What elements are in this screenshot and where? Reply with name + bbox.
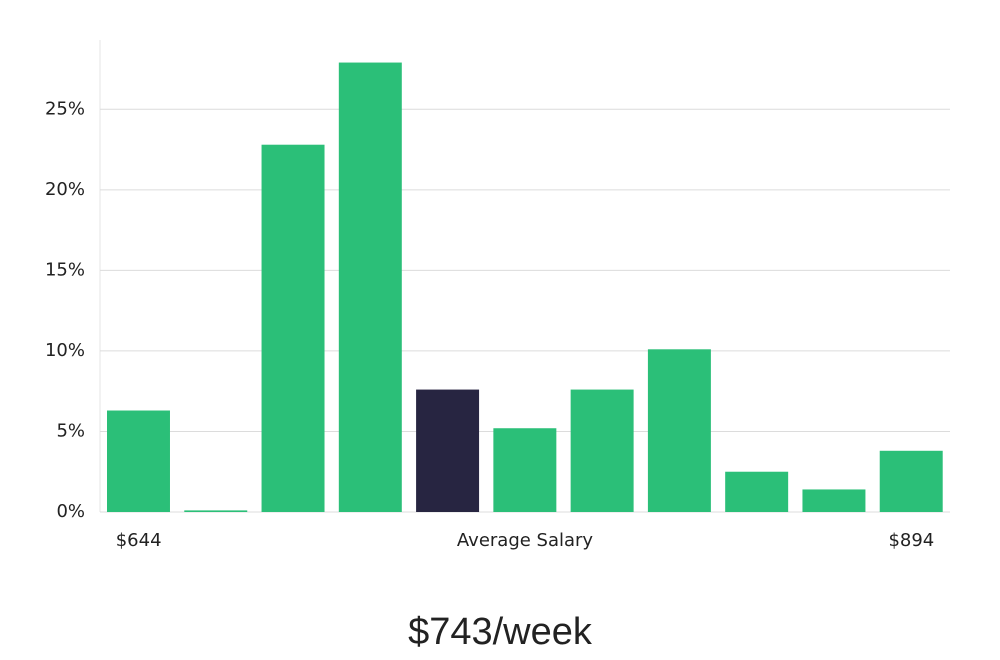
x-tick-label: Average Salary [457,530,594,551]
bar [107,410,170,512]
x-tick-label: $894 [888,530,934,551]
bar [570,389,634,512]
x-tick-label: $644 [116,530,162,551]
bar [416,389,480,512]
bar [184,510,248,512]
bar [879,450,943,512]
bar [261,144,325,512]
y-tick-label: 15% [45,259,85,280]
average-salary-value: $743/week [408,611,593,653]
y-tick-label: 25% [45,98,85,119]
y-tick-label: 20% [45,179,85,200]
bar [725,471,789,512]
y-tick-label: 5% [56,420,85,441]
y-tick-label: 10% [45,340,85,361]
bar [338,62,402,512]
bar [493,428,557,512]
bar [802,489,866,512]
y-tick-label: 0% [56,501,85,522]
bar [647,349,711,512]
